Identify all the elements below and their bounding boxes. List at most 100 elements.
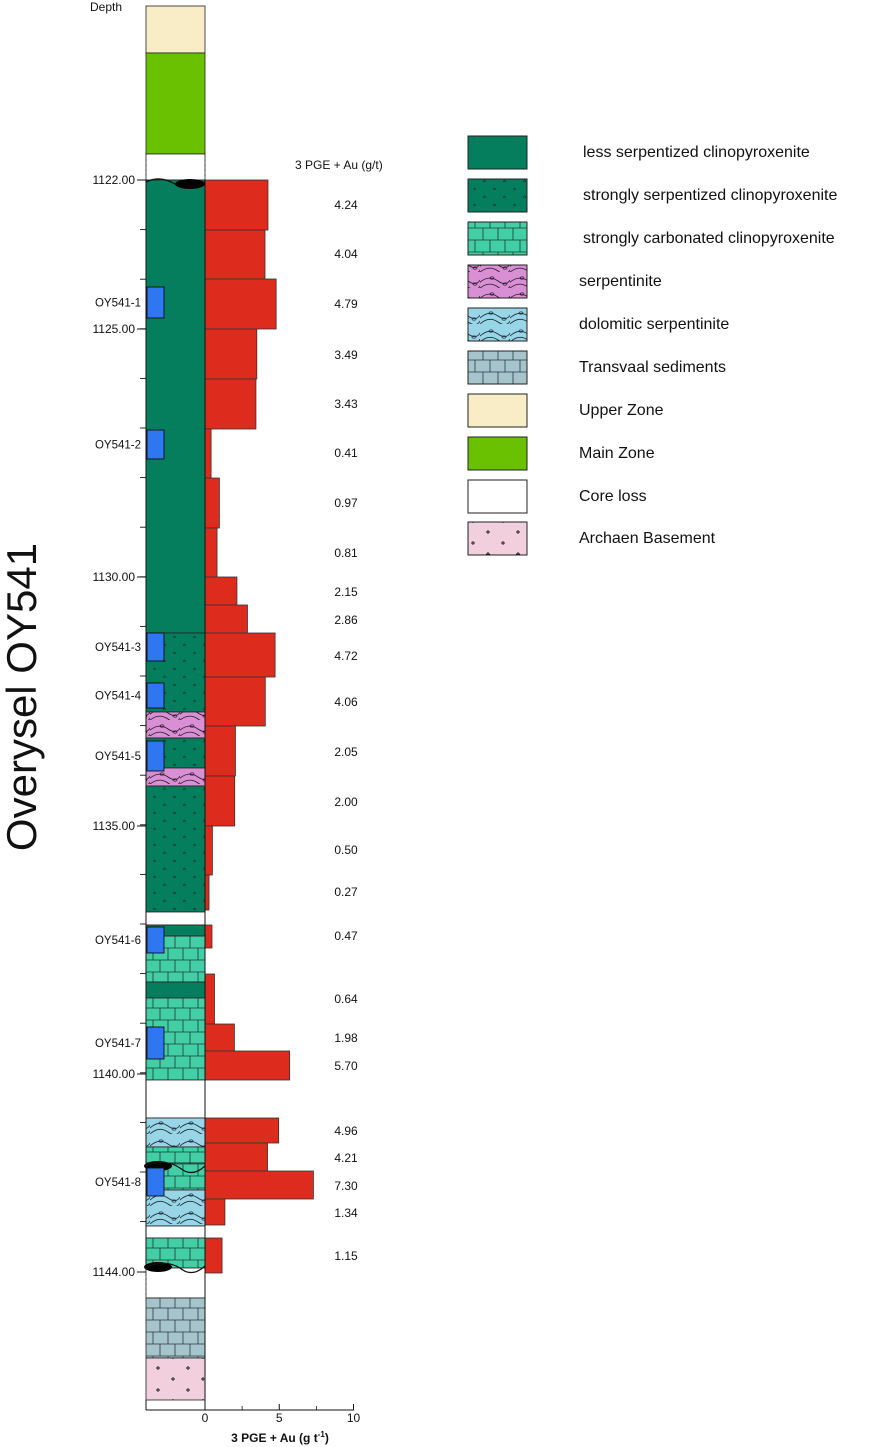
value-label-24: 1.34	[334, 1206, 358, 1220]
legend-swatch-main	[467, 436, 528, 471]
sample-marker-6	[146, 926, 165, 954]
bar-2	[204, 229, 266, 280]
bar-14	[204, 775, 236, 827]
lith-segment-coreloss	[145, 1225, 206, 1239]
value-label-15: 0.50	[334, 843, 358, 857]
lith-segment-coreloss	[145, 1267, 206, 1299]
sample-marker-5	[146, 740, 165, 772]
sample-marker-8	[146, 1167, 165, 1197]
legend-swatch-less-serp	[467, 135, 528, 170]
bar-6	[204, 428, 212, 479]
value-labels: 4.24 4.04 4.79 3.49 3.43 0.41 0.97 0.81 2.15 2.86…	[334, 198, 358, 1263]
lithology-column	[144, 5, 206, 1410]
legend-swatch-transvaal	[467, 350, 528, 385]
sample-marker-7	[146, 1026, 165, 1060]
legend-label-transvaal: Transvaal sediments	[579, 359, 726, 376]
sample-label-3: OY541-3	[95, 642, 141, 654]
bar-15	[204, 825, 213, 876]
legend-swatch-archaen	[467, 521, 528, 556]
bar-9	[204, 576, 238, 606]
lith-segment-archaen	[145, 1357, 206, 1401]
bar-13	[204, 725, 236, 777]
depth-axis: 1122.00 1125.00 1130.00 1135.00 1140.00 1144.…	[93, 173, 206, 1410]
lith-segment-coreloss	[145, 1079, 206, 1119]
value-label-17: 0.47	[334, 929, 358, 943]
x-axis-label: 3 PGE + Au (g t-1)	[231, 1430, 329, 1445]
bar-series	[204, 179, 314, 1274]
bar-5	[204, 378, 257, 430]
value-label-25: 1.15	[334, 1249, 358, 1263]
values-header: 3 PGE + Au (g/t)	[295, 158, 383, 172]
value-label-10: 2.86	[334, 613, 358, 627]
lith-segment-main	[145, 52, 206, 155]
value-label-4: 3.49	[334, 348, 358, 362]
value-label-16: 0.27	[334, 885, 358, 899]
value-label-6: 0.41	[334, 446, 358, 460]
sample-label-6: OY541-6	[95, 935, 141, 947]
bar-1	[204, 179, 269, 231]
value-label-23: 7.30	[334, 1179, 358, 1193]
sample-marker-4	[146, 682, 165, 709]
value-label-14: 2.00	[334, 795, 358, 809]
depth-label-5: 1140.00	[93, 1067, 136, 1081]
legend-label-serpentinite: serpentinite	[579, 273, 662, 290]
lith-segment-dolomitic	[145, 1117, 206, 1148]
bar-18	[204, 973, 215, 1025]
x-axis-label-sup: -1	[318, 1430, 326, 1439]
bar-8	[204, 527, 218, 578]
lith-segment-less-serp	[145, 179, 206, 634]
value-label-5: 3.43	[334, 397, 358, 411]
x-tick-label-10: 10	[347, 1411, 361, 1425]
value-label-18: 0.64	[334, 992, 358, 1006]
sample-label-5: OY541-5	[95, 751, 141, 763]
bar-23	[204, 1170, 314, 1200]
black-lens	[144, 1262, 172, 1272]
bar-25	[204, 1237, 223, 1274]
bar-4	[204, 328, 258, 380]
black-lens	[175, 179, 205, 189]
legend-label-strong-serp: strongly serpentized clinopyroxenite	[583, 187, 837, 204]
depth-label-3: 1130.00	[93, 570, 136, 584]
lith-segment-coreloss	[145, 153, 206, 181]
lith-segment-transvaal	[145, 1297, 206, 1359]
sample-marker-2	[146, 429, 165, 460]
value-label-8: 0.81	[334, 546, 358, 560]
x-axis-label-main: 3 PGE + Au (g t	[231, 1431, 318, 1445]
depth-label-1: 1122.00	[93, 173, 136, 187]
bar-17	[204, 924, 213, 949]
bar-3	[204, 278, 277, 330]
value-label-22: 4.21	[334, 1151, 358, 1165]
sample-label-7: OY541-7	[95, 1038, 141, 1050]
legend-label-main: Main Zone	[579, 445, 655, 462]
sample-markers: OY541-1 OY541-2 OY541-3 OY541-4 OY541-5 OY541…	[95, 286, 165, 1197]
legend-swatch-upper	[467, 393, 528, 428]
lith-segment-upper	[145, 5, 206, 54]
bar-19	[204, 1023, 235, 1052]
value-label-7: 0.97	[334, 496, 358, 510]
legend-label-dolomitic: dolomitic serpentinite	[579, 316, 729, 333]
legend-swatch-carbonated	[467, 221, 528, 256]
bar-22	[204, 1142, 268, 1172]
value-label-21: 4.96	[334, 1124, 358, 1138]
sample-label-8: OY541-8	[95, 1177, 141, 1189]
value-label-20: 5.70	[334, 1059, 358, 1073]
sample-marker-3	[146, 632, 165, 662]
legend-swatch-strong-serp	[467, 178, 528, 213]
contact-wave	[145, 1262, 206, 1274]
lith-segment-serpentinite	[145, 711, 206, 739]
legend-label-archaen: Archaen Basement	[579, 530, 716, 547]
bar-24	[204, 1198, 226, 1226]
value-label-3: 4.79	[334, 297, 358, 311]
depth-label-4: 1135.00	[93, 819, 136, 833]
bar-11	[204, 632, 276, 678]
legend-swatch-serpentinite	[467, 264, 528, 299]
contact-wave	[145, 1161, 206, 1174]
figure-title: Overysel OY541	[0, 543, 45, 851]
lith-segment-less-serp	[145, 981, 206, 999]
value-label-13: 2.05	[334, 745, 358, 759]
value-label-19: 1.98	[334, 1031, 358, 1045]
legend-swatch-coreloss	[467, 479, 528, 514]
legend-label-less-serp: less serpentized clinopyroxenite	[583, 144, 810, 161]
depth-header: Depth	[90, 0, 122, 14]
